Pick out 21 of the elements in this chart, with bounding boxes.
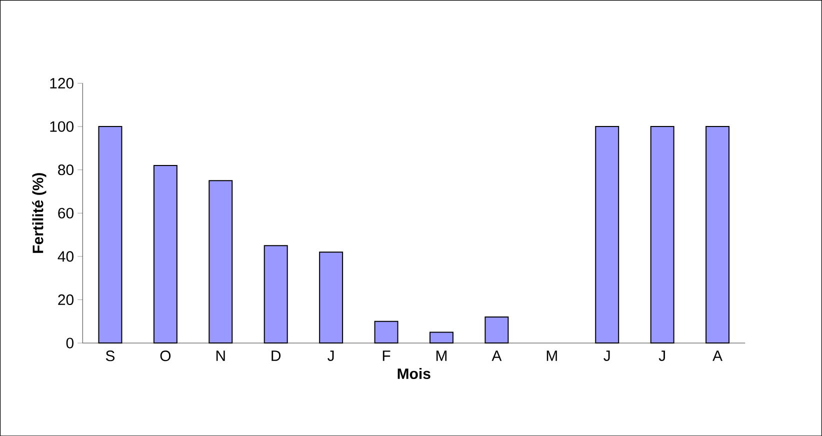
y-tick-label: 100 — [50, 121, 74, 132]
x-tick-label: M — [546, 350, 557, 361]
x-tick-label: O — [160, 350, 171, 362]
x-tick-label: D — [272, 350, 281, 361]
x-tick-label: J — [658, 350, 665, 361]
y-tick-label: 20 — [58, 294, 74, 305]
x-tick-label: M — [436, 350, 446, 361]
y-axis-title: Fertilité (%) — [32, 172, 46, 253]
y-tick-label: 80 — [58, 164, 74, 176]
x-tick-label: J — [328, 350, 334, 361]
x-tick-label: J — [604, 350, 610, 361]
x-tick-label: F — [382, 350, 390, 361]
y-tick-label: 60 — [58, 208, 74, 218]
x-tick-label: A — [712, 350, 722, 361]
x-tick-label: A — [492, 350, 502, 361]
x-tick-label: S — [106, 350, 115, 362]
x-axis-title: Mois — [398, 368, 430, 379]
y-tick-label: 120 — [50, 78, 74, 88]
x-tick-label: N — [216, 350, 225, 361]
y-tick-label: 0 — [66, 338, 74, 348]
y-tick-label: 40 — [58, 251, 74, 262]
